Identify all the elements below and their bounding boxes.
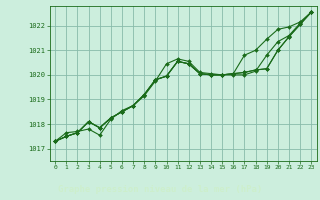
Text: Graphe pression niveau de la mer (hPa): Graphe pression niveau de la mer (hPa) [58,185,262,194]
